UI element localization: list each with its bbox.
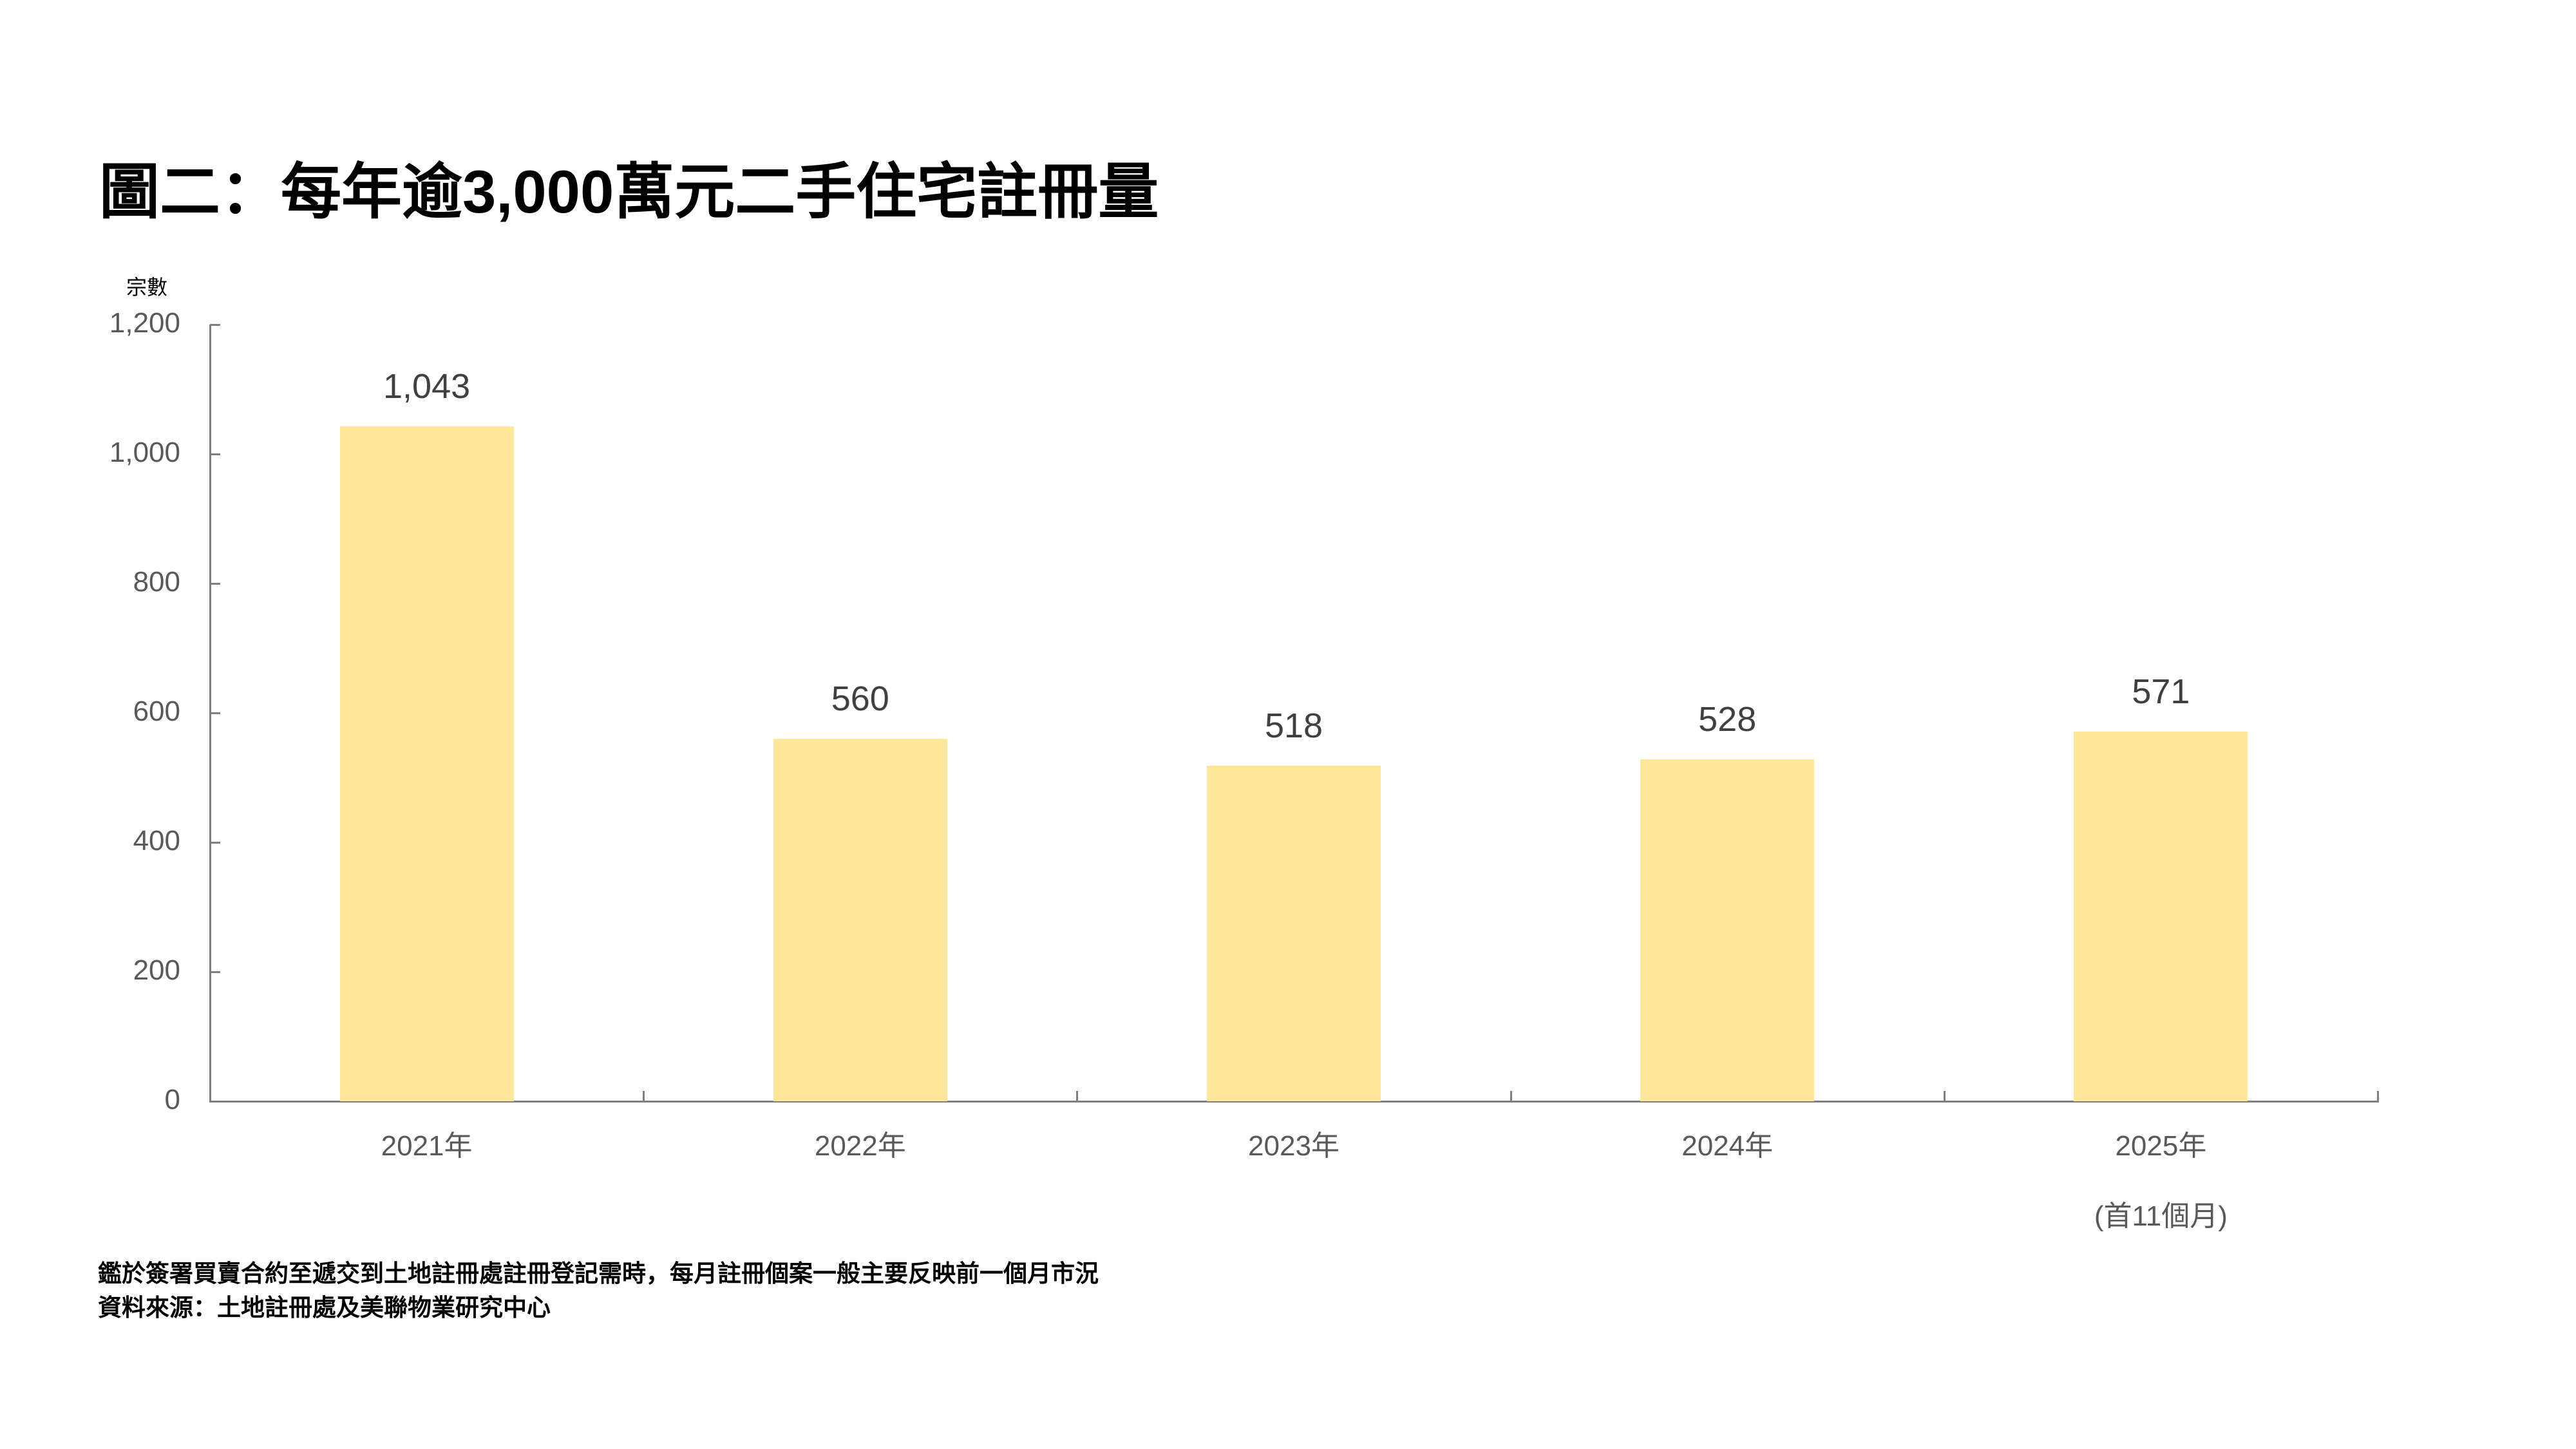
y-tick [210, 583, 220, 585]
y-tick-label: 200 [133, 954, 180, 986]
data-label: 1,043 [383, 366, 471, 406]
y-tick-label: 1,200 [109, 307, 180, 339]
x-tick [643, 1091, 645, 1101]
x-tick [2377, 1091, 2379, 1101]
x-tick [1943, 1091, 1946, 1101]
y-tick [210, 971, 220, 973]
y-tick-label: 1,000 [109, 437, 180, 468]
bar-2025 [2074, 732, 2248, 1101]
y-tick [210, 1101, 220, 1103]
data-label: 560 [831, 679, 889, 719]
y-tick-label: 600 [133, 696, 180, 727]
footnote-source: 資料來源：土地註冊處及美聯物業研究中心 [98, 1294, 551, 1321]
x-tick [1076, 1091, 1079, 1101]
bar-2024 [1640, 759, 1815, 1101]
y-tick [210, 324, 220, 326]
y-tick-label: 0 [164, 1084, 180, 1115]
y-tick [210, 712, 220, 714]
y-tick-label: 800 [133, 566, 180, 598]
bar-2023 [1207, 766, 1381, 1101]
x-axis-line [209, 1101, 2379, 1103]
x-tick [1510, 1091, 1512, 1101]
x-category-label: 2022年 [814, 1130, 906, 1162]
chart-title: 圖二：每年逾3,000萬元二手住宅註冊量 [99, 158, 1159, 225]
footnote-note: 鑑於簽署買賣合約至遞交到土地註冊處註冊登記需時，每月註冊個案一般主要反映前一個月… [98, 1260, 1099, 1287]
bar-2021 [339, 426, 514, 1101]
x-category-sublabel: (首11個月) [2094, 1200, 2228, 1232]
y-tick-label: 400 [133, 825, 180, 857]
data-label: 518 [1264, 706, 1323, 746]
y-axis-unit-label: 宗數 [126, 276, 168, 299]
y-tick [210, 842, 220, 844]
data-label: 528 [1698, 700, 1757, 739]
y-tick [210, 453, 220, 455]
x-category-label: 2021年 [381, 1130, 473, 1162]
data-label: 571 [2132, 672, 2190, 712]
x-category-label: 2025年 [2115, 1130, 2207, 1162]
x-category-label: 2024年 [1681, 1130, 1774, 1162]
x-category-label: 2023年 [1248, 1130, 1340, 1162]
bar-2022 [773, 739, 947, 1101]
